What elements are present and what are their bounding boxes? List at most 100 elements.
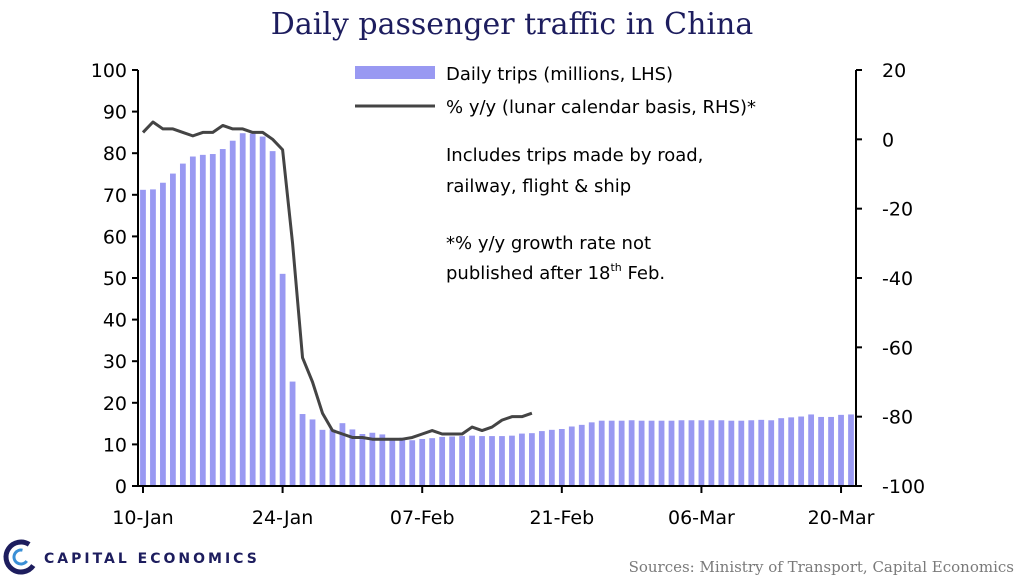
bar-daily-trips (588, 422, 595, 486)
annotations: Includes trips made by road, railway, fl… (446, 145, 703, 284)
bar-daily-trips (568, 426, 575, 486)
bar-daily-trips (479, 436, 485, 486)
bar-daily-trips (150, 189, 156, 486)
bar-daily-trips (688, 420, 695, 486)
bar-daily-trips (289, 381, 296, 486)
bar-daily-trips (249, 133, 256, 486)
legend: Daily trips (millions, LHS) % y/y (lunar… (355, 64, 756, 118)
bar-daily-trips (309, 419, 316, 486)
bar-daily-trips (229, 140, 236, 486)
left-axis-tick-label: 10 (103, 434, 127, 456)
bar-daily-trips (529, 433, 535, 486)
annotation-coverage-line2: railway, flight & ship (446, 176, 631, 197)
bar-daily-trips (449, 436, 456, 486)
bar-daily-trips (179, 163, 186, 486)
bar-daily-trips (409, 440, 416, 486)
right-axis-tick-label: -40 (882, 268, 913, 290)
right-axis-tick-label: -100 (882, 476, 925, 498)
left-axis-tick-label: 0 (115, 476, 127, 498)
bar-daily-trips (499, 436, 505, 486)
bar-daily-trips (578, 424, 585, 486)
right-axis-tick-label: -20 (882, 199, 913, 221)
bar-daily-trips (608, 420, 615, 486)
bar-daily-trips (329, 429, 336, 486)
bar-daily-trips (628, 420, 635, 486)
bar-daily-trips (349, 429, 356, 486)
bar-series (140, 133, 854, 487)
bar-daily-trips (728, 420, 735, 486)
bar-daily-trips (738, 420, 745, 486)
bar-daily-trips (548, 429, 555, 486)
left-axis-tick-label: 20 (103, 393, 127, 415)
bar-daily-trips (299, 414, 306, 486)
chart-title: Daily passenger traffic in China (271, 7, 754, 42)
left-axis-tick-label: 30 (103, 351, 127, 373)
bar-daily-trips (359, 434, 366, 486)
left-axis-tick-label: 40 (103, 310, 127, 332)
bar-daily-trips (419, 438, 426, 486)
bar-daily-trips (140, 189, 146, 486)
bar-daily-trips (519, 433, 525, 486)
line-series-layer (141, 120, 533, 441)
bar-daily-trips (199, 154, 206, 487)
bar-daily-trips (160, 182, 166, 487)
bar-daily-trips (838, 414, 844, 486)
left-axis-tick-label: 70 (103, 185, 127, 207)
bar-daily-trips (369, 432, 376, 486)
legend-swatch-bars (355, 66, 435, 79)
bar-daily-trips (848, 414, 854, 486)
x-axis-tick-label: 10-Jan (112, 507, 173, 529)
bar-daily-trips (259, 136, 266, 486)
bar-daily-trips (778, 418, 785, 486)
bar-daily-trips (658, 420, 665, 486)
left-axis-tick-label: 50 (103, 268, 127, 290)
bar-daily-trips (170, 173, 176, 486)
right-axis-tick-label: -80 (882, 407, 913, 429)
annotation-suffix: Feb. (622, 263, 665, 284)
bar-daily-trips (798, 416, 805, 486)
source-note: Sources: Ministry of Transport, Capital … (629, 558, 1014, 576)
bar-daily-trips (189, 156, 196, 486)
annotation-growth-line2: published after 18th Feb. (446, 261, 665, 284)
right-axis-tick-label: -60 (882, 337, 913, 359)
annotation-growth-line1: *% y/y growth rate not (446, 233, 651, 254)
bar-daily-trips (429, 438, 436, 486)
legend-label-line: % y/y (lunar calendar basis, RHS)* (446, 97, 756, 118)
brand-name: CAPITAL ECONOMICS (44, 551, 260, 567)
bar-daily-trips (818, 416, 824, 486)
bar-daily-trips (708, 420, 715, 486)
annotation-coverage-line1: Includes trips made by road, (446, 145, 703, 166)
axes: 0 10 20 30 40 50 60 70 80 90 100 -100 -80 -60 -40 -20 0 2… (91, 60, 925, 529)
bar-daily-trips (439, 436, 446, 486)
bar-daily-trips (828, 416, 834, 486)
bar-daily-trips (668, 420, 675, 486)
bar-daily-trips (618, 420, 625, 486)
bar-daily-trips (678, 420, 685, 486)
bar-daily-trips (808, 414, 815, 486)
x-axis-tick-label: 06-Mar (668, 507, 735, 529)
brand-block: CAPITAL ECONOMICS (3, 539, 260, 575)
bar-daily-trips (489, 436, 495, 486)
bar-daily-trips (279, 273, 286, 486)
left-axis-tick-label: 80 (103, 143, 127, 165)
right-axis-tick-label: 20 (882, 60, 906, 82)
left-axis-tick-label: 60 (103, 226, 127, 248)
bar-daily-trips (509, 435, 515, 486)
x-axis-tick-label: 21-Feb (529, 507, 594, 529)
left-axis-tick-label: 90 (103, 102, 127, 124)
bar-daily-trips (648, 420, 655, 486)
brand-logo-icon (3, 539, 39, 575)
annotation-growth-text: published after 18 (446, 263, 610, 284)
bar-daily-trips (209, 154, 216, 486)
bar-daily-trips (239, 133, 246, 487)
left-axis-tick-label: 100 (91, 60, 127, 82)
bar-daily-trips (598, 420, 605, 486)
x-axis-tick-label: 24-Jan (252, 507, 313, 529)
legend-label-bars: Daily trips (millions, LHS) (446, 64, 673, 85)
bar-daily-trips (339, 423, 346, 486)
bar-daily-trips (389, 438, 396, 486)
bar-daily-trips (399, 437, 406, 486)
bar-daily-trips (219, 149, 226, 487)
bar-daily-trips (788, 417, 795, 486)
